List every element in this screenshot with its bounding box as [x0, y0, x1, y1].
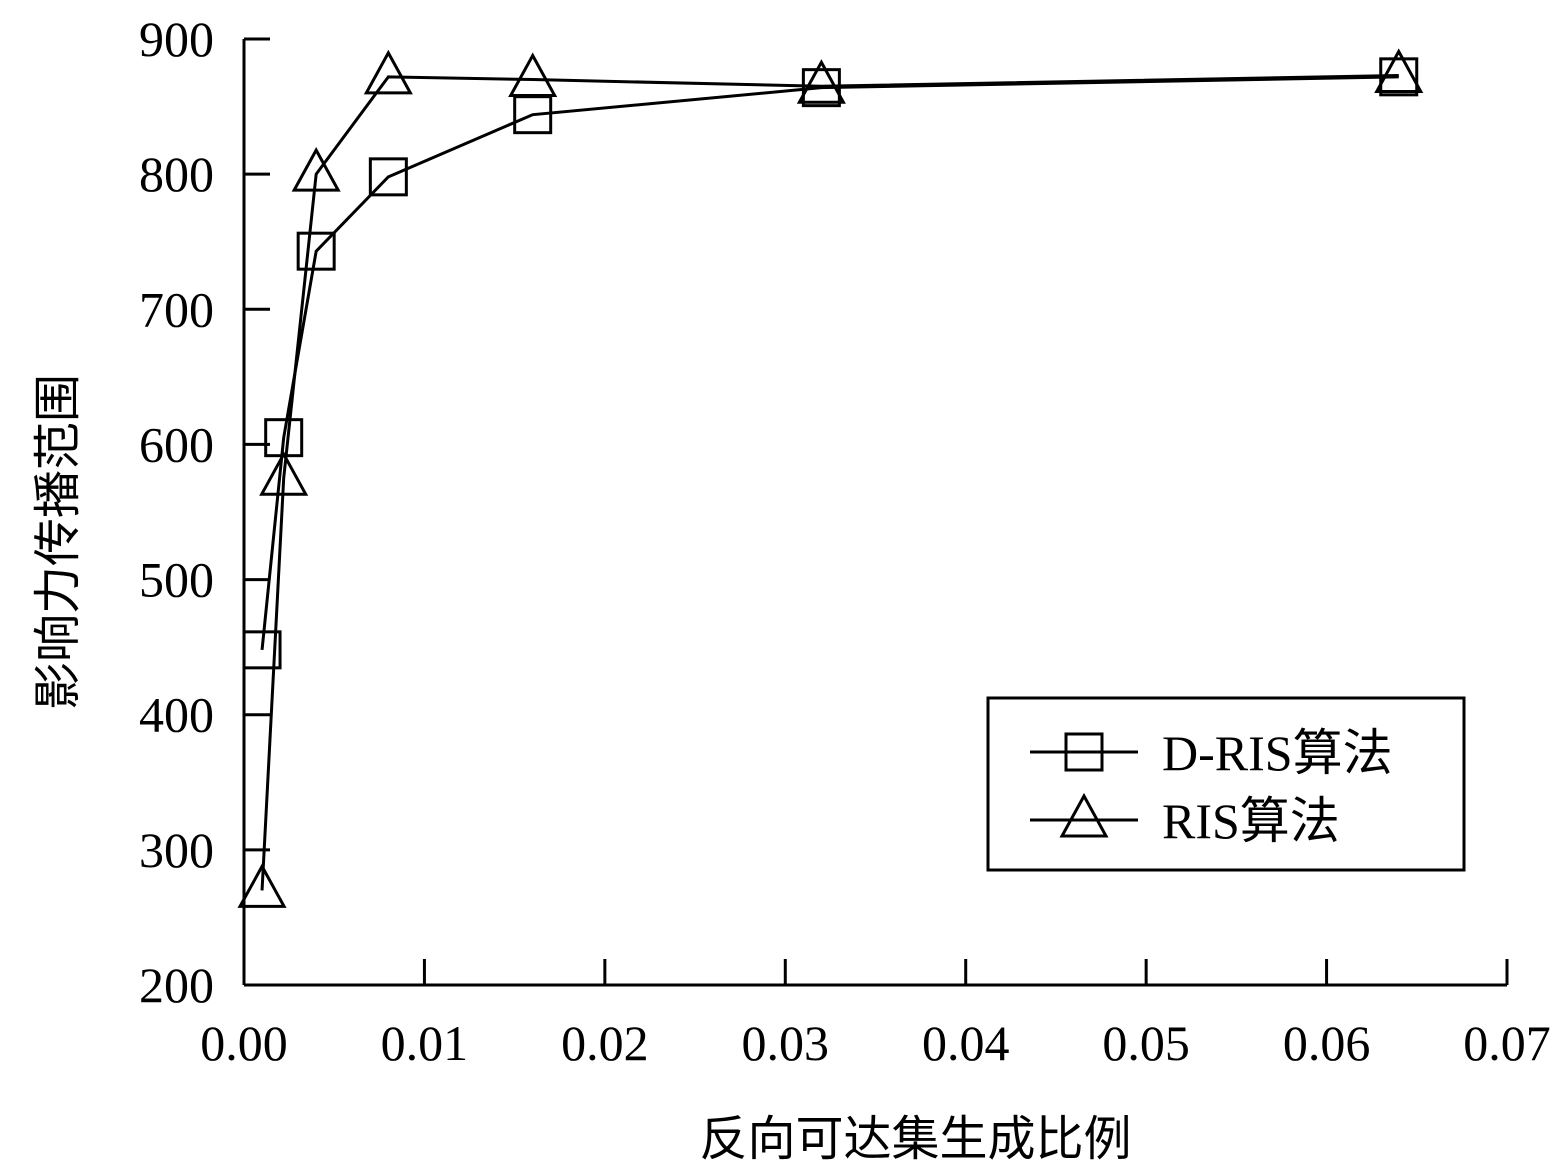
legend-item: D-RIS算法 — [1030, 725, 1393, 781]
x-tick-label: 0.04 — [922, 1015, 1010, 1071]
y-axis-title: 影响力传播范围 — [30, 374, 86, 710]
series-layer — [237, 48, 1424, 908]
legend-marker-square — [1064, 732, 1104, 772]
x-tick-label: 0.05 — [1102, 1015, 1190, 1071]
x-tick-label: 0.01 — [381, 1015, 469, 1071]
x-tick-label: 0.07 — [1463, 1015, 1551, 1071]
data-point-triangle — [508, 52, 558, 98]
legend-marker-triangle — [1059, 792, 1109, 838]
series-line — [260, 73, 1399, 891]
y-tick-label: 500 — [139, 552, 214, 608]
legend: D-RIS算法 RIS算法 — [986, 696, 1466, 872]
y-tick-label: 900 — [139, 11, 214, 67]
x-ticks: 0.00 0.01 0.02 0.03 0.04 0.05 0.06 0.07 — [200, 959, 1551, 1071]
data-point-triangle — [291, 147, 341, 192]
data-point-square — [801, 68, 841, 108]
y-tick-label: 800 — [139, 146, 214, 202]
y-ticks: 200 300 400 500 600 700 800 900 — [139, 11, 270, 1013]
x-tick-label: 0.00 — [200, 1015, 288, 1071]
x-tick-label: 0.03 — [742, 1015, 830, 1071]
y-tick-label: 600 — [139, 416, 214, 472]
y-tick-label: 700 — [139, 281, 214, 337]
legend-item: RIS算法 — [1030, 792, 1340, 849]
legend-label: D-RIS算法 — [1162, 725, 1393, 781]
data-point-triangle — [259, 451, 309, 496]
y-tick-label: 400 — [139, 687, 214, 743]
data-point-triangle — [796, 59, 846, 104]
y-tick-label: 200 — [139, 957, 214, 1013]
legend-label: RIS算法 — [1162, 793, 1340, 849]
x-axis-title: 反向可达集生成比例 — [699, 1111, 1131, 1167]
data-point-triangle — [363, 49, 413, 95]
series-triangle — [237, 48, 1424, 908]
axes — [242, 39, 1507, 987]
data-point-square — [296, 231, 336, 271]
y-tick-label: 300 — [139, 822, 214, 878]
legend-items: D-RIS算法 RIS算法 — [1030, 725, 1393, 849]
data-point-square — [242, 630, 282, 670]
x-tick-label: 0.06 — [1283, 1015, 1371, 1071]
legend-box — [986, 696, 1466, 872]
data-point-square — [368, 157, 408, 197]
data-point-triangle — [237, 863, 287, 908]
series-square — [242, 57, 1419, 670]
series-line — [260, 75, 1399, 650]
data-point-triangle — [1374, 48, 1424, 93]
x-tick-label: 0.02 — [561, 1015, 649, 1071]
